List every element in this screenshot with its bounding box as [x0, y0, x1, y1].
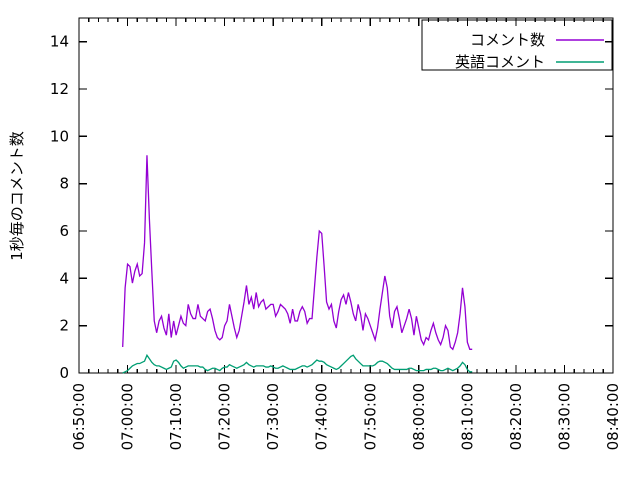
series-line-english-comment	[122, 353, 473, 374]
x-tick-label: 06:50:00	[70, 383, 88, 450]
x-tick-label: 08:30:00	[555, 383, 573, 450]
legend-label-english-comment: 英語コメント	[455, 53, 545, 71]
y-tick-label: 10	[50, 127, 69, 145]
y-tick-label: 4	[59, 269, 69, 287]
x-tick-label: 07:20:00	[216, 383, 234, 450]
y-tick-label: 2	[59, 317, 69, 335]
x-tick-label: 07:10:00	[167, 383, 185, 450]
legend-label-comment-count: コメント数	[470, 31, 545, 49]
x-tick-label: 08:10:00	[458, 383, 476, 450]
x-tick-label: 08:20:00	[507, 383, 525, 450]
plot-frame	[78, 17, 614, 374]
y-tick-label: 6	[59, 222, 69, 240]
x-tick-label: 08:00:00	[410, 383, 428, 450]
y-axis-ticks: 0 2 4 6 8 10 12 14	[50, 33, 613, 382]
y-tick-label: 12	[50, 80, 69, 98]
x-axis-ticks: 06:50:00 07:00:00 07:10:00 07:20:00 07:30:00…	[70, 18, 622, 450]
x-tick-label: 07:00:00	[119, 383, 137, 450]
x-tick-label: 07:50:00	[361, 383, 379, 450]
data-series-layer	[122, 155, 473, 374]
y-axis-title-label: 1秒毎のコメント数	[8, 131, 26, 261]
x-axis-minor-ticks	[88, 18, 604, 373]
x-tick-label: 07:40:00	[313, 383, 331, 450]
plot-border	[78, 17, 614, 374]
y-tick-label: 0	[59, 364, 69, 382]
y-tick-label: 14	[50, 33, 69, 51]
x-tick-label: 07:30:00	[264, 383, 282, 450]
y-axis-title: 1秒毎のコメント数	[8, 131, 26, 261]
y-tick-label: 8	[59, 175, 69, 193]
legend-border	[421, 19, 613, 71]
x-tick-label: 08:40:00	[604, 383, 622, 450]
series-line-comment-count	[122, 155, 473, 351]
